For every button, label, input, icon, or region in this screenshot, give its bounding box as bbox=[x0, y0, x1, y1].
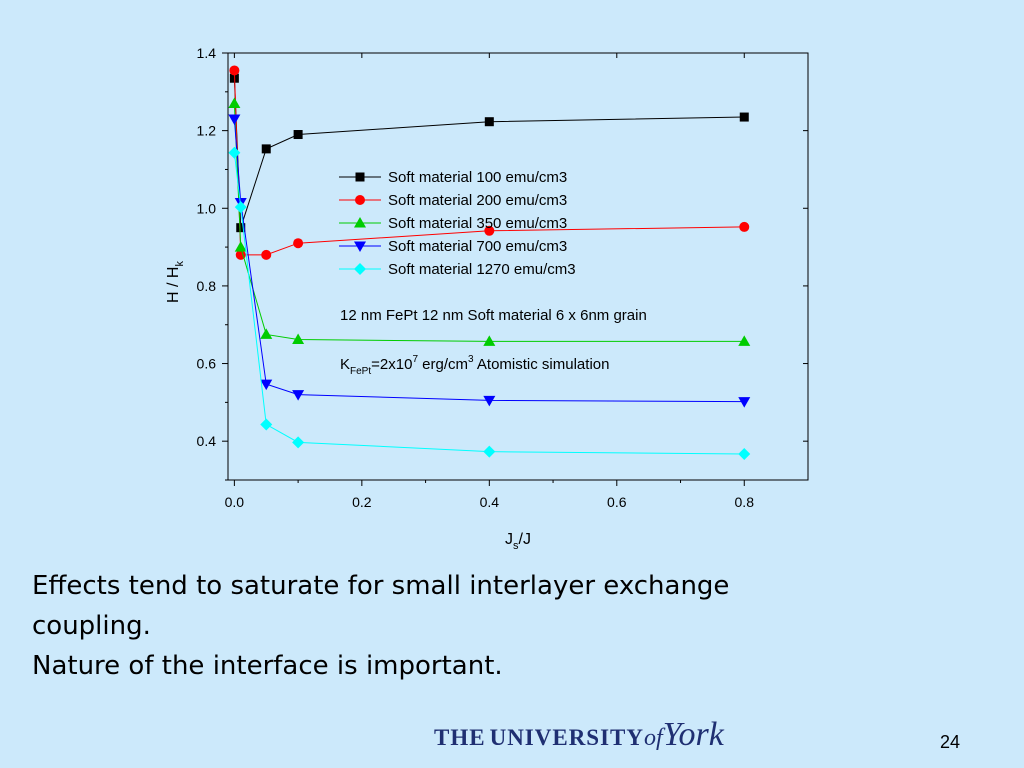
legend-marker bbox=[354, 217, 366, 228]
data-point bbox=[292, 333, 305, 344]
series-line bbox=[233, 118, 745, 403]
series-layer bbox=[228, 65, 751, 460]
data-point bbox=[483, 445, 496, 458]
legend-entry: Soft material 1270 emu/cm3 bbox=[339, 261, 576, 278]
plot-area bbox=[227, 52, 809, 481]
data-point bbox=[738, 397, 751, 408]
y-tick-label: 0.4 bbox=[197, 433, 217, 449]
y-tick-label: 1.0 bbox=[197, 200, 217, 216]
y-axis-label: H / Hk bbox=[165, 261, 186, 303]
university-logo: THE UNIVERSITYofYork bbox=[434, 716, 724, 754]
legend-marker bbox=[354, 263, 366, 275]
legend-marker bbox=[354, 241, 366, 252]
data-point bbox=[228, 146, 241, 159]
caption-line-1: Effects tend to saturate for small inter… bbox=[32, 571, 730, 601]
data-point bbox=[293, 238, 304, 249]
data-point bbox=[484, 117, 494, 127]
series-line bbox=[233, 103, 745, 342]
data-point bbox=[261, 249, 272, 260]
x-tick-label: 0.6 bbox=[607, 494, 627, 510]
y-tick-label: 1.2 bbox=[197, 123, 217, 139]
series-3 bbox=[228, 97, 751, 346]
legend-entry: Soft material 350 emu/cm3 bbox=[339, 215, 567, 232]
data-point bbox=[483, 395, 496, 407]
series-5 bbox=[228, 146, 751, 460]
chart: 0.0 0.2 0.4 0.6 0.8 0.4 0.6 0.8 1.0 1.2 1.4 Soft m… bbox=[165, 45, 809, 552]
page-number: 24 bbox=[940, 732, 961, 752]
data-point bbox=[738, 447, 751, 460]
series-line bbox=[233, 152, 745, 455]
legend-label: Soft material 700 emu/cm3 bbox=[388, 238, 567, 255]
legend-label: Soft material 100 emu/cm3 bbox=[388, 169, 567, 186]
x-tick-label: 0.8 bbox=[735, 494, 755, 510]
data-point bbox=[292, 390, 305, 401]
logo-the: THE bbox=[434, 725, 486, 750]
data-point bbox=[236, 223, 246, 233]
data-point bbox=[234, 201, 247, 214]
annotation-sample: 12 nm FePt 12 nm Soft material 6 x 6nm g… bbox=[340, 307, 647, 324]
legend-label: Soft material 1270 emu/cm3 bbox=[388, 261, 576, 278]
data-point bbox=[739, 221, 750, 232]
x-tick-label: 0.4 bbox=[480, 494, 500, 510]
data-point bbox=[738, 335, 751, 346]
legend-entry: Soft material 700 emu/cm3 bbox=[339, 238, 567, 255]
slide-caption: Effects tend to saturate for small inter… bbox=[32, 566, 932, 686]
y-tick-label: 0.6 bbox=[197, 356, 217, 372]
data-point bbox=[260, 379, 273, 391]
data-point bbox=[229, 65, 240, 76]
annotation-anisotropy: KFePt=2x107 erg/cm3 Atomistic simulation bbox=[340, 354, 609, 377]
data-point bbox=[484, 225, 495, 236]
caption-line-2: coupling. bbox=[32, 611, 151, 641]
legend-marker bbox=[355, 172, 365, 182]
legend: Soft material 100 emu/cm3 Soft material 2… bbox=[339, 169, 576, 278]
y-tick-label: 0.8 bbox=[197, 278, 217, 294]
data-point bbox=[293, 130, 303, 140]
legend-marker bbox=[355, 195, 365, 205]
logo-york: York bbox=[662, 716, 724, 753]
x-axis-label: Js/J bbox=[505, 531, 531, 552]
data-point bbox=[292, 436, 305, 449]
data-point bbox=[228, 114, 241, 125]
logo-university: UNIVERSITY bbox=[489, 725, 645, 750]
legend-entry: Soft material 200 emu/cm3 bbox=[339, 192, 567, 209]
legend-label: Soft material 200 emu/cm3 bbox=[388, 192, 567, 209]
x-tick-label: 0.0 bbox=[225, 494, 245, 510]
logo-of: of bbox=[644, 725, 663, 751]
data-point bbox=[261, 144, 271, 154]
data-point bbox=[234, 241, 247, 252]
data-point bbox=[260, 328, 273, 339]
data-point bbox=[739, 112, 749, 122]
series-4 bbox=[228, 114, 751, 408]
caption-line-3: Nature of the interface is important. bbox=[32, 651, 503, 681]
legend-entry: Soft material 100 emu/cm3 bbox=[339, 169, 567, 186]
y-tick-label: 1.4 bbox=[197, 45, 217, 61]
data-point bbox=[228, 97, 241, 108]
legend-label: Soft material 350 emu/cm3 bbox=[388, 215, 567, 232]
data-point bbox=[483, 335, 496, 346]
x-tick-label: 0.2 bbox=[352, 494, 372, 510]
axes: 0.0 0.2 0.4 0.6 0.8 0.4 0.6 0.8 1.0 1.2 1.4 bbox=[197, 45, 808, 510]
data-point bbox=[260, 418, 273, 431]
